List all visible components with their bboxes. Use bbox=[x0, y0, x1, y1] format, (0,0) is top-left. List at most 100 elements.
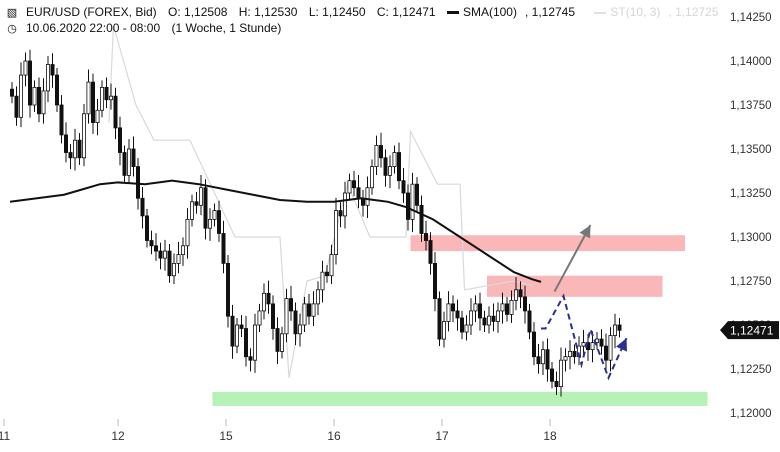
candle-body bbox=[338, 210, 343, 217]
candle-body bbox=[189, 201, 194, 220]
high-value: H: 1,12530 bbox=[238, 5, 298, 19]
candle-body bbox=[261, 292, 266, 312]
candle-body bbox=[523, 296, 528, 312]
candle-body bbox=[550, 368, 555, 382]
candle-body bbox=[581, 342, 586, 347]
last-price-label: 1,12471 bbox=[730, 324, 774, 338]
y-tick-label: 1,12750 bbox=[730, 276, 772, 288]
candle-body bbox=[37, 87, 42, 115]
candle-body bbox=[387, 166, 392, 176]
candle-body bbox=[86, 81, 91, 115]
candle-body bbox=[518, 289, 523, 298]
candle-body bbox=[455, 310, 460, 319]
candle-body bbox=[131, 148, 136, 168]
sma-swatch bbox=[446, 11, 459, 15]
candle-body bbox=[64, 134, 69, 153]
candle-body bbox=[257, 310, 262, 326]
open-value: O: 1,12508 bbox=[168, 5, 228, 19]
sma-line bbox=[9, 179, 542, 283]
candle-body bbox=[82, 113, 87, 159]
candle-body bbox=[203, 187, 208, 229]
candle-body bbox=[500, 303, 505, 312]
candle-body bbox=[9, 88, 14, 97]
candle-body bbox=[342, 192, 347, 217]
candle-body bbox=[441, 321, 446, 340]
projection-path bbox=[541, 293, 628, 381]
y-tick-label: 1,13750 bbox=[730, 100, 772, 112]
candle-body bbox=[176, 254, 181, 264]
candle-body bbox=[149, 240, 154, 247]
candle-body bbox=[216, 210, 221, 234]
candle-body bbox=[491, 315, 496, 322]
candle-body bbox=[95, 109, 100, 123]
candle-body bbox=[230, 315, 235, 347]
candle-body bbox=[207, 218, 212, 229]
x-tick-label: 17 bbox=[435, 429, 449, 443]
instrument-name: EUR/USD (FOREX, Bid) bbox=[26, 5, 157, 19]
candle-body bbox=[118, 127, 123, 153]
candle-body bbox=[446, 303, 451, 322]
candle-body bbox=[365, 187, 370, 206]
candle-body bbox=[252, 324, 257, 361]
candle-body bbox=[234, 324, 239, 347]
candle-body bbox=[392, 152, 397, 168]
candle-body bbox=[396, 152, 401, 182]
y-tick-label: 1,13250 bbox=[730, 188, 772, 200]
candle-body bbox=[477, 303, 482, 319]
candle-body bbox=[293, 310, 298, 335]
support-zone bbox=[212, 391, 708, 406]
candle-body bbox=[495, 310, 500, 322]
candle-body bbox=[311, 303, 316, 317]
header-line-2: ◷ 10.06.2020 22:00 - 08:00 (1 Woche, 1 St… bbox=[6, 21, 289, 35]
candle-body bbox=[270, 303, 275, 329]
candle-body bbox=[437, 298, 442, 340]
candle-body bbox=[383, 157, 388, 176]
candle-body bbox=[351, 180, 356, 189]
x-tick-label: 18 bbox=[543, 429, 557, 443]
candle-body bbox=[572, 350, 577, 358]
candle-body bbox=[225, 262, 230, 317]
candle-body bbox=[91, 81, 96, 124]
candle-body bbox=[140, 197, 145, 217]
candle-body bbox=[432, 262, 437, 299]
candle-body bbox=[347, 180, 352, 194]
candle-body bbox=[410, 183, 415, 220]
candle-body bbox=[23, 60, 28, 76]
candle-body bbox=[401, 180, 406, 194]
candle-body bbox=[613, 324, 618, 336]
candle-body bbox=[113, 95, 118, 129]
candle-body bbox=[590, 342, 595, 351]
supertrend-line bbox=[108, 25, 533, 378]
candle-body bbox=[464, 324, 469, 333]
candle-body bbox=[153, 245, 158, 252]
candle-body bbox=[50, 64, 55, 76]
y-tick-label: 1,13000 bbox=[730, 232, 772, 244]
candle-body bbox=[559, 359, 564, 388]
candle-body bbox=[59, 104, 64, 136]
candle-body bbox=[194, 201, 199, 206]
candle-body bbox=[284, 298, 289, 335]
candle-body bbox=[428, 240, 433, 264]
candle-body bbox=[288, 298, 293, 312]
sma-legend[interactable]: SMA(100), 1,12745 bbox=[446, 5, 583, 19]
candle-body bbox=[473, 303, 478, 312]
candle-body bbox=[320, 271, 325, 291]
resistance-lower-zone bbox=[487, 275, 663, 297]
candle-body bbox=[450, 303, 455, 312]
candle-body bbox=[171, 262, 176, 277]
candle-body bbox=[55, 74, 60, 106]
candle-body bbox=[459, 317, 464, 333]
candle-body bbox=[73, 139, 78, 159]
candle-body bbox=[329, 254, 334, 277]
candle-body bbox=[541, 349, 546, 365]
st-legend[interactable]: ST(10, 3), 1,12725 bbox=[594, 5, 726, 19]
clock-icon: ◷ bbox=[7, 23, 17, 35]
candle-body bbox=[468, 310, 473, 326]
candle-body bbox=[297, 324, 302, 335]
candle-body bbox=[68, 152, 73, 159]
trend-arrow-head bbox=[579, 225, 591, 239]
candle-body bbox=[306, 303, 311, 317]
candle-body bbox=[46, 64, 51, 92]
candle-body bbox=[514, 289, 519, 301]
